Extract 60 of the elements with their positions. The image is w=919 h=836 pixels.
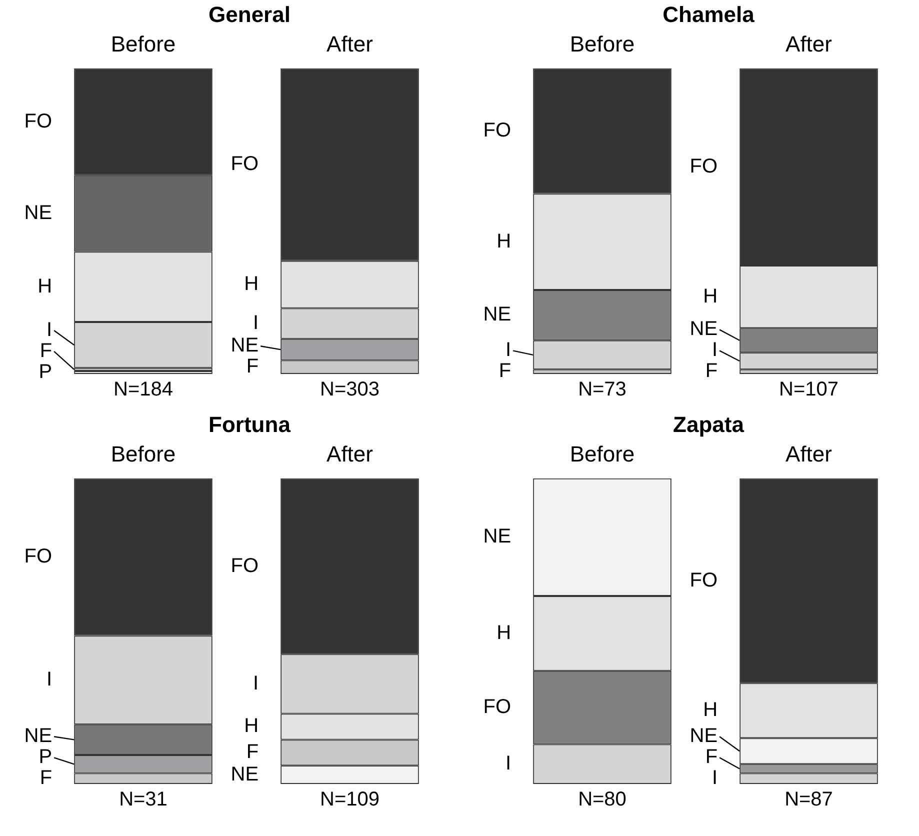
series-label: H xyxy=(38,275,52,298)
series-label: I xyxy=(506,752,512,775)
chart-title: Zapata xyxy=(672,411,746,439)
series-label: FO xyxy=(24,546,52,568)
series-label: NE xyxy=(230,334,259,357)
chart-title: Fortuna xyxy=(208,411,292,439)
text: N=303 xyxy=(320,378,380,401)
series-label: F xyxy=(705,360,718,382)
series-label: P xyxy=(38,746,52,768)
series-label: NE xyxy=(690,725,718,748)
series-label: NE xyxy=(24,202,52,224)
series-label: I xyxy=(46,668,52,691)
series-label: P xyxy=(38,360,52,383)
x-tick-label: Before xyxy=(110,441,176,466)
series-label: I xyxy=(712,339,718,362)
series-label: F xyxy=(40,340,52,362)
series-label: F xyxy=(40,767,52,790)
series-label: FO xyxy=(483,696,512,718)
text: N=31 xyxy=(119,788,168,811)
text: N=109 xyxy=(320,788,380,811)
series-label: H xyxy=(496,230,512,252)
series-label: F xyxy=(246,741,259,764)
series-label: H xyxy=(496,622,512,644)
series-label: H xyxy=(703,699,718,722)
series-label: FO xyxy=(230,554,259,577)
series-label: H xyxy=(244,273,259,296)
x-tick-label: After xyxy=(786,441,832,466)
series-label: FO xyxy=(483,120,512,142)
x-tick-label: Before xyxy=(110,31,176,56)
x-tick-label: Before xyxy=(570,31,635,56)
series-label: I xyxy=(46,318,52,341)
x-tick-label: After xyxy=(326,31,373,56)
series-label: I xyxy=(712,767,718,790)
series-label: F xyxy=(705,746,718,768)
series-label: NE xyxy=(230,763,259,786)
series-label: H xyxy=(703,285,718,308)
series-label: I xyxy=(506,339,512,362)
text: N=73 xyxy=(578,378,626,401)
series-label: F xyxy=(498,360,512,382)
series-label: I xyxy=(253,672,259,694)
x-tick-label: Before xyxy=(570,441,635,466)
text: N=87 xyxy=(784,788,833,811)
series-label: FO xyxy=(230,153,259,176)
series-label: FO xyxy=(690,569,718,592)
series-label: NE xyxy=(690,318,718,340)
series-label: I xyxy=(253,312,259,334)
series-label: FO xyxy=(690,155,718,178)
x-tick-label: After xyxy=(786,31,832,56)
series-label: F xyxy=(246,356,259,378)
text: N=107 xyxy=(779,378,838,401)
series-label: NE xyxy=(483,304,512,326)
chart-title: General xyxy=(208,1,292,29)
series-label: H xyxy=(244,715,259,738)
series-label: NE xyxy=(24,725,52,748)
text: N=80 xyxy=(578,788,626,811)
chart-title: Chamela xyxy=(662,1,756,29)
series-label: NE xyxy=(483,526,512,548)
text: N=184 xyxy=(114,378,173,401)
series-label: FO xyxy=(24,110,52,132)
x-tick-label: After xyxy=(326,441,373,466)
